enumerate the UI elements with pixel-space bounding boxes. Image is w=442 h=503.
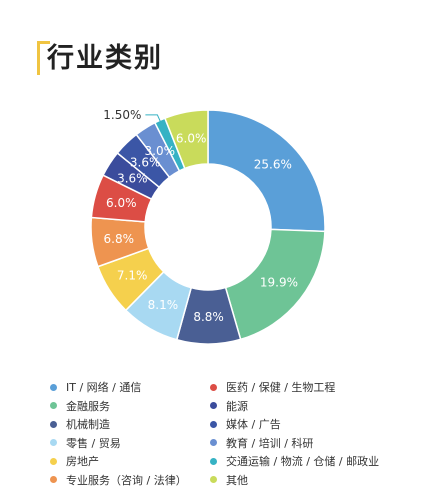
legend-item-8: 教育 / 培训 / 科研 <box>210 434 430 453</box>
legend-item-9: 房地产 <box>50 452 210 471</box>
legend-label: IT / 网络 / 通信 <box>66 381 142 395</box>
donut-label-9: 3.6% <box>130 156 161 170</box>
legend-label: 零售 / 贸易 <box>66 436 121 450</box>
legend-swatch <box>50 476 57 484</box>
legend-item-1: IT / 网络 / 通信 <box>50 378 210 397</box>
donut-label-10: 3.0% <box>145 144 176 158</box>
donut-label-6: 6.8% <box>104 232 135 246</box>
donut-label-3: 8.8% <box>193 310 224 324</box>
legend-item-12: 其他 <box>210 471 430 490</box>
legend-label: 教育 / 培训 / 科研 <box>226 436 314 450</box>
donut-label-12: 6.0% <box>176 132 207 146</box>
donut-label-4: 8.1% <box>148 298 179 312</box>
legend-swatch <box>210 439 217 447</box>
legend-label: 交通运输 / 物流 / 仓储 / 邮政业 <box>226 455 380 469</box>
donut-labels: 25.6%19.9%8.8%8.1%7.1%6.8%6.0%3.6%3.6%3.… <box>103 108 298 324</box>
legend-swatch <box>210 457 217 465</box>
legend-item-6: 媒体 / 广告 <box>210 415 430 434</box>
legend-label: 其他 <box>226 473 248 487</box>
donut-label-8: 3.6% <box>117 171 148 185</box>
donut-slices <box>90 109 326 345</box>
title-accent-bar <box>37 41 40 75</box>
legend-label: 医药 / 保健 / 生物工程 <box>226 381 336 395</box>
legend-swatch <box>50 420 57 428</box>
legend-label: 机械制造 <box>66 418 110 432</box>
legend-label: 房地产 <box>66 455 99 469</box>
title-accent-corner <box>37 41 50 44</box>
donut-callout-line-11 <box>145 114 162 125</box>
chart-title: 行业类别 <box>47 43 163 74</box>
legend-swatch <box>50 457 57 465</box>
legend-label: 金融服务 <box>66 399 110 413</box>
legend-item-5: 机械制造 <box>50 415 210 434</box>
legend-swatch <box>210 402 217 410</box>
donut-label-11: 1.50% <box>103 108 141 122</box>
legend-label: 媒体 / 广告 <box>226 418 281 432</box>
legend-swatch <box>50 402 57 410</box>
donut-label-5: 7.1% <box>117 268 148 282</box>
donut-label-1: 25.6% <box>254 158 292 172</box>
legend-swatch <box>50 383 57 391</box>
donut-label-2: 19.9% <box>260 275 298 289</box>
legend-item-7: 零售 / 贸易 <box>50 434 210 453</box>
donut-slice-2 <box>224 228 326 341</box>
donut-label-7: 6.0% <box>106 196 137 210</box>
chart-legend: IT / 网络 / 通信 医药 / 保健 / 生物工程金融服务 能源机械制造 媒体 /… <box>50 378 430 489</box>
legend-swatch <box>210 383 217 391</box>
legend-item-3: 金融服务 <box>50 397 210 416</box>
legend-item-4: 能源 <box>210 397 430 416</box>
legend-swatch <box>50 439 57 447</box>
legend-label: 专业服务（咨询 / 法律） <box>66 473 187 487</box>
legend-swatch <box>210 420 217 428</box>
donut-slice-1 <box>207 109 326 233</box>
legend-item-10: 交通运输 / 物流 / 仓储 / 邮政业 <box>210 452 430 471</box>
donut-slice-12 <box>163 109 209 170</box>
donut-chart: 25.6%19.9%8.8%8.1%7.1%6.8%6.0%3.6%3.6%3.… <box>90 108 326 345</box>
legend-item-2: 医药 / 保健 / 生物工程 <box>210 378 430 397</box>
legend-swatch <box>210 476 217 484</box>
legend-label: 能源 <box>226 399 248 413</box>
legend-item-11: 专业服务（咨询 / 法律） <box>50 471 210 490</box>
